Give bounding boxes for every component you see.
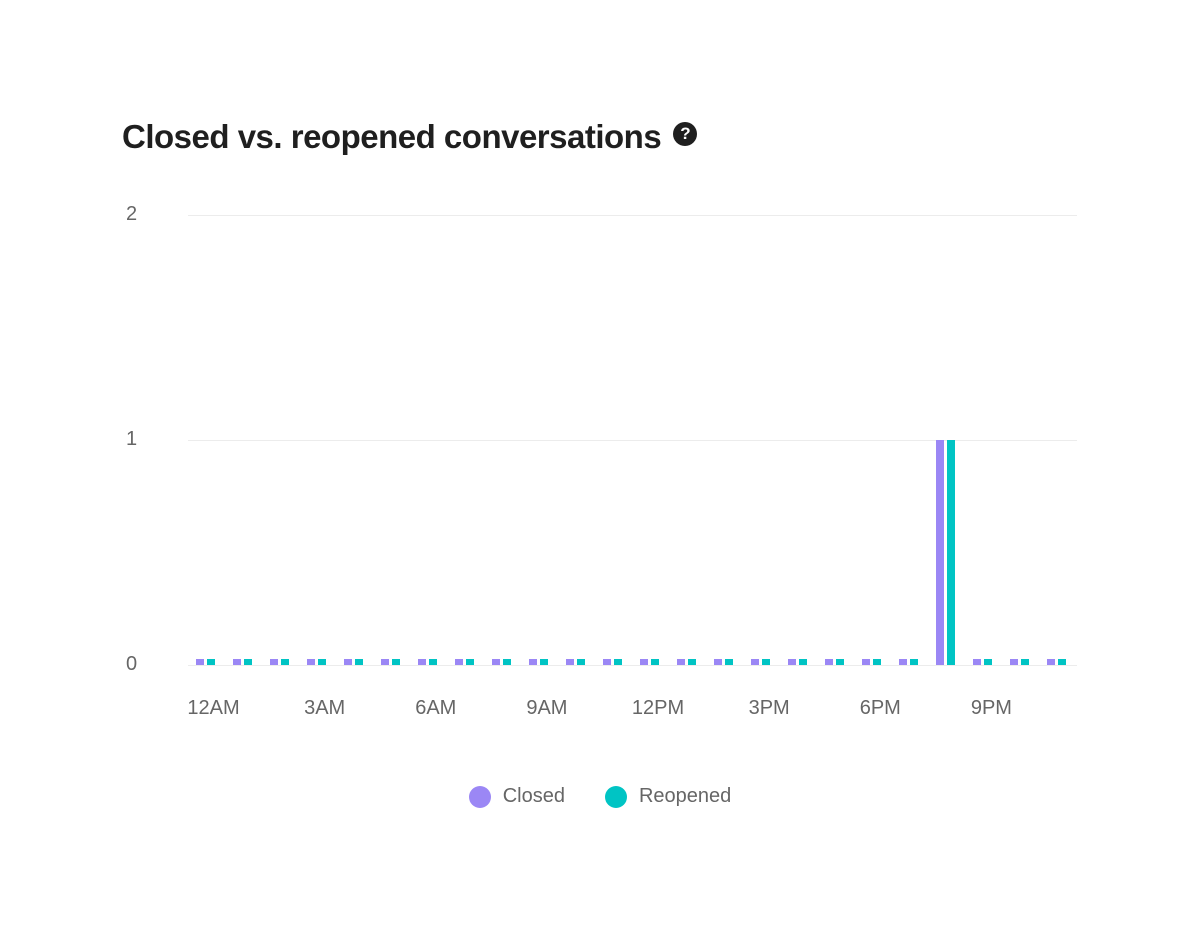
bar-closed[interactable] xyxy=(1047,659,1056,665)
bar-reopened[interactable] xyxy=(873,659,882,665)
bar-reopened[interactable] xyxy=(280,659,289,665)
bar-reopened[interactable] xyxy=(910,659,919,665)
bar-reopened[interactable] xyxy=(799,659,808,665)
bar-reopened[interactable] xyxy=(762,659,771,665)
bar-reopened[interactable] xyxy=(354,659,363,665)
chart-legend: Closed Reopened xyxy=(0,785,1200,808)
bar-reopened[interactable] xyxy=(688,659,697,665)
bar-reopened[interactable] xyxy=(725,659,734,665)
help-icon[interactable]: ? xyxy=(673,122,698,146)
gridline xyxy=(188,440,1077,441)
bar-reopened[interactable] xyxy=(391,659,400,665)
x-axis-label: 9PM xyxy=(970,697,1012,719)
bar-closed[interactable] xyxy=(751,659,760,665)
bar-reopened[interactable] xyxy=(1058,659,1067,665)
bar-reopened[interactable] xyxy=(206,659,215,665)
bar-closed[interactable] xyxy=(195,659,204,665)
legend-item-reopened[interactable]: Reopened xyxy=(604,785,732,808)
bar-reopened[interactable] xyxy=(1021,659,1030,665)
x-axis-label: 6PM xyxy=(859,697,901,719)
bar-closed[interactable] xyxy=(973,659,982,665)
bar-closed[interactable] xyxy=(825,659,834,665)
bar-reopened[interactable] xyxy=(243,659,252,665)
bar-closed[interactable] xyxy=(269,659,278,665)
bar-closed[interactable] xyxy=(1010,659,1019,665)
x-axis-label: 3AM xyxy=(304,697,346,719)
bar-closed[interactable] xyxy=(454,659,463,665)
bar-closed[interactable] xyxy=(491,659,500,665)
bar-reopened[interactable] xyxy=(576,659,585,665)
bar-reopened[interactable] xyxy=(984,659,993,665)
chart-title-text: Closed vs. reopened conversations xyxy=(122,118,662,155)
bar-reopened[interactable] xyxy=(539,659,548,665)
bar-closed[interactable] xyxy=(417,659,426,665)
x-axis-label: 12PM xyxy=(631,697,685,719)
bar-closed[interactable] xyxy=(936,440,945,665)
y-axis-label: 1 xyxy=(126,428,138,450)
gridline xyxy=(188,215,1077,216)
x-axis-label: 6AM xyxy=(415,697,457,719)
legend-item-closed[interactable]: Closed xyxy=(468,785,565,808)
bar-reopened[interactable] xyxy=(317,659,326,665)
bar-reopened[interactable] xyxy=(651,659,660,665)
bar-closed[interactable] xyxy=(714,659,723,665)
x-axis-label: 3PM xyxy=(748,697,790,719)
bar-closed[interactable] xyxy=(306,659,315,665)
x-axis-label: 12AM xyxy=(187,697,240,719)
bar-reopened[interactable] xyxy=(428,659,437,665)
bar-closed[interactable] xyxy=(862,659,871,665)
bar-closed[interactable] xyxy=(677,659,686,665)
x-axis-label: 9AM xyxy=(526,697,568,719)
bar-closed[interactable] xyxy=(640,659,649,665)
bar-closed[interactable] xyxy=(528,659,537,665)
chart-title: Closed vs. reopened conversations ? xyxy=(122,118,698,156)
closed-dot-icon xyxy=(468,785,491,808)
bar-reopened[interactable] xyxy=(613,659,622,665)
bar-closed[interactable] xyxy=(788,659,797,665)
bar-closed[interactable] xyxy=(232,659,241,665)
bar-reopened[interactable] xyxy=(836,659,845,665)
legend-label-closed: Closed xyxy=(502,785,565,807)
bar-closed[interactable] xyxy=(565,659,574,665)
bar-reopened[interactable] xyxy=(947,440,956,665)
bar-closed[interactable] xyxy=(602,659,611,665)
bar-reopened[interactable] xyxy=(502,659,511,665)
bar-closed[interactable] xyxy=(343,659,352,665)
bar-reopened[interactable] xyxy=(465,659,474,665)
legend-label-reopened: Reopened xyxy=(638,785,732,807)
y-axis-label: 0 xyxy=(126,653,138,675)
bar-closed[interactable] xyxy=(899,659,908,665)
reopened-dot-icon xyxy=(604,785,627,808)
y-axis-label: 2 xyxy=(126,203,138,225)
gridline xyxy=(188,665,1077,666)
bar-closed[interactable] xyxy=(380,659,389,665)
